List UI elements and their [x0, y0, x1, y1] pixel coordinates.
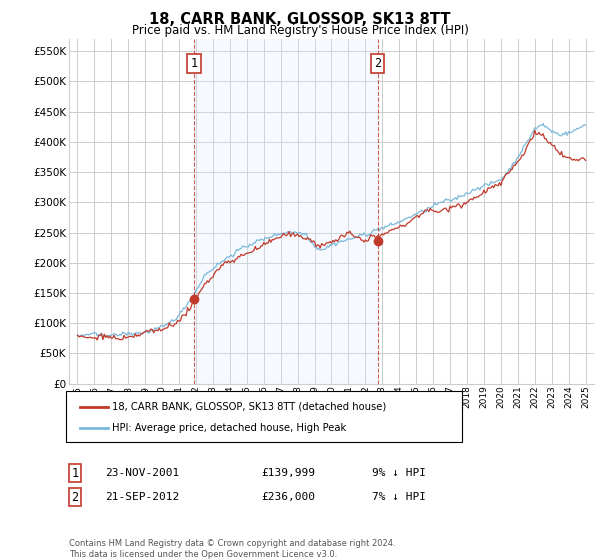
Text: 23-NOV-2001: 23-NOV-2001 [105, 468, 179, 478]
Text: 2: 2 [374, 57, 381, 70]
Text: 7% ↓ HPI: 7% ↓ HPI [372, 492, 426, 502]
Bar [194, 39, 377, 384]
Text: Contains HM Land Registry data © Crown copyright and database right 2024.
This d: Contains HM Land Registry data © Crown c… [69, 539, 395, 559]
Text: Price paid vs. HM Land Registry's House Price Index (HPI): Price paid vs. HM Land Registry's House … [131, 24, 469, 36]
Text: 2: 2 [71, 491, 79, 504]
Text: 9% ↓ HPI: 9% ↓ HPI [372, 468, 426, 478]
Text: 1: 1 [191, 57, 198, 70]
Text: 18, CARR BANK, GLOSSOP, SK13 8TT: 18, CARR BANK, GLOSSOP, SK13 8TT [149, 12, 451, 27]
Text: 1: 1 [71, 466, 79, 480]
Text: 18, CARR BANK, GLOSSOP, SK13 8TT (detached house): 18, CARR BANK, GLOSSOP, SK13 8TT (detach… [112, 402, 386, 412]
Text: HPI: Average price, detached house, High Peak: HPI: Average price, detached house, High… [112, 423, 346, 433]
Text: £236,000: £236,000 [261, 492, 315, 502]
Text: £139,999: £139,999 [261, 468, 315, 478]
Text: 21-SEP-2012: 21-SEP-2012 [105, 492, 179, 502]
